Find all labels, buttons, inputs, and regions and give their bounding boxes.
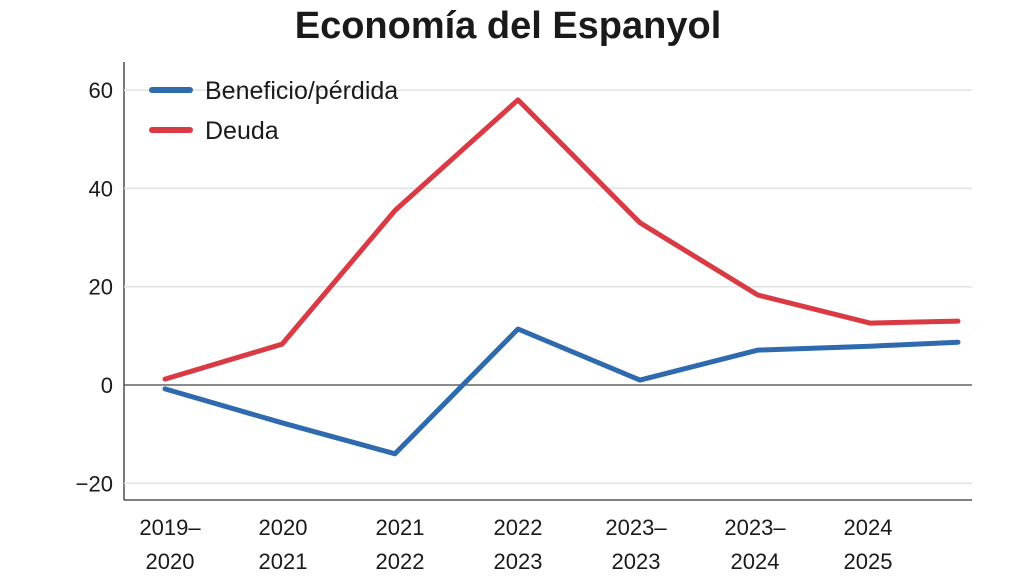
- y-tick-label: 40: [89, 176, 113, 201]
- x-tick-label: 2019– 2020: [139, 515, 201, 574]
- x-tick-label: 2024 2025: [844, 515, 893, 574]
- y-tick-label: 20: [89, 275, 113, 300]
- series-line-beneficio: [162, 326, 961, 457]
- series-line-deuda: [162, 97, 961, 382]
- x-tick-label: 2023– 2024: [724, 515, 786, 574]
- y-tick-label: 0: [101, 373, 113, 398]
- legend-label: Beneficio/pérdida: [205, 77, 398, 105]
- y-tick-label: 60: [89, 78, 113, 103]
- x-tick-label: 2023– 2023: [605, 515, 667, 574]
- x-tick-label: 2020 2021: [259, 515, 308, 574]
- legend-label: Deuda: [205, 117, 279, 145]
- chart-title: Economía del Espanyol: [295, 5, 722, 47]
- x-tick-label: 2022 2023: [494, 515, 543, 574]
- x-tick-label: 2021 2022: [376, 515, 425, 574]
- y-tick-label: −20: [76, 471, 113, 496]
